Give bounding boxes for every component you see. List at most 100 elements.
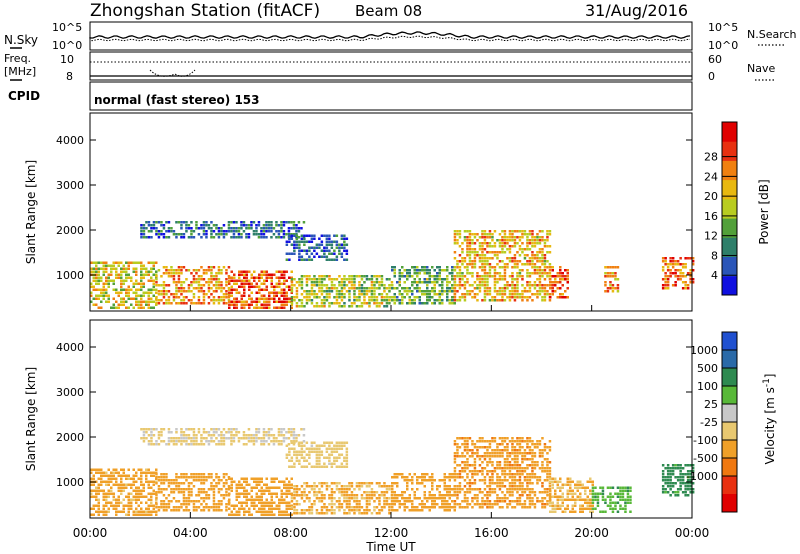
data-cell xyxy=(491,473,494,476)
data-cell xyxy=(564,510,567,513)
data-cell xyxy=(611,272,615,275)
data-cell xyxy=(355,497,359,500)
data-cell xyxy=(187,488,191,491)
data-cell xyxy=(624,504,627,507)
data-cell xyxy=(240,303,243,306)
data-cell xyxy=(385,488,389,491)
data-cell xyxy=(538,284,542,287)
data-cell xyxy=(345,258,349,261)
data-cell xyxy=(323,299,326,302)
data-cell xyxy=(606,495,610,498)
data-cell xyxy=(543,257,547,260)
data-cell xyxy=(252,440,256,443)
data-cell xyxy=(200,227,203,230)
data-cell xyxy=(217,479,221,482)
data-cell xyxy=(273,492,276,495)
data-cell xyxy=(476,272,479,275)
data-cell xyxy=(290,428,293,431)
data-cell xyxy=(280,431,283,434)
data-cell xyxy=(584,489,587,492)
data-cell xyxy=(418,503,421,506)
data-cell xyxy=(661,491,665,494)
data-cell xyxy=(310,465,314,468)
data-cell xyxy=(187,290,191,293)
data-cell xyxy=(533,494,537,497)
data-cell xyxy=(483,248,487,251)
data-cell xyxy=(315,296,319,299)
data-cell xyxy=(604,266,607,269)
data-cell xyxy=(609,287,612,290)
data-cell xyxy=(227,287,231,290)
data-cell xyxy=(145,236,148,239)
data-cell xyxy=(554,495,557,498)
data-cell xyxy=(293,243,296,246)
data-cell xyxy=(142,227,146,230)
data-cell xyxy=(187,500,191,503)
data-cell xyxy=(378,512,381,515)
data-cell xyxy=(263,510,266,513)
data-cell xyxy=(328,252,331,255)
data-cell xyxy=(127,294,130,297)
data-cell xyxy=(503,467,507,470)
data-cell xyxy=(333,258,336,261)
data-cell xyxy=(513,464,517,467)
data-cell xyxy=(343,278,346,281)
data-cell xyxy=(546,476,549,479)
data-cell xyxy=(167,440,171,443)
data-cell xyxy=(576,495,579,498)
data-cell xyxy=(220,287,223,290)
y-tick-label: 3000 xyxy=(56,386,84,399)
data-cell xyxy=(305,453,309,456)
data-cell xyxy=(202,476,206,479)
data-cell xyxy=(275,236,278,239)
data-cell xyxy=(416,296,419,299)
data-cell xyxy=(248,297,251,300)
data-cell xyxy=(285,243,289,246)
data-cell xyxy=(614,504,617,507)
data-cell xyxy=(290,291,293,294)
data-cell xyxy=(100,306,103,309)
data-cell xyxy=(546,503,549,506)
data-cell xyxy=(383,305,386,308)
data-cell xyxy=(285,507,288,510)
data-cell xyxy=(195,437,198,440)
data-cell xyxy=(305,258,309,261)
data-cell xyxy=(513,299,517,302)
data-cell xyxy=(202,230,206,233)
data-cell xyxy=(579,510,582,513)
data-cell xyxy=(255,428,258,431)
data-cell xyxy=(691,281,695,284)
data-cell xyxy=(318,296,321,299)
noise-right-tick-top: 10^5 xyxy=(708,21,738,34)
data-cell xyxy=(348,299,351,302)
data-cell xyxy=(270,285,273,288)
data-cell xyxy=(172,509,176,512)
data-cell xyxy=(300,293,304,296)
data-cell xyxy=(516,236,519,239)
data-cell xyxy=(167,284,171,287)
data-cell xyxy=(456,290,459,293)
data-cell xyxy=(157,284,161,287)
data-cell xyxy=(147,279,150,282)
data-cell xyxy=(466,464,469,467)
data-cell xyxy=(476,503,479,506)
data-cell xyxy=(150,504,153,507)
data-cell xyxy=(288,453,291,456)
data-cell xyxy=(142,431,146,434)
data-cell xyxy=(288,465,291,468)
data-cell xyxy=(160,221,163,224)
data-cell xyxy=(112,288,115,291)
data-cell xyxy=(438,299,441,302)
data-cell xyxy=(463,287,467,290)
data-cell xyxy=(212,497,216,500)
data-cell xyxy=(303,491,306,494)
data-cell xyxy=(531,263,534,266)
data-cell xyxy=(473,251,477,254)
data-cell xyxy=(155,261,158,264)
data-cell xyxy=(546,488,549,491)
data-cell xyxy=(343,234,346,237)
data-cell xyxy=(95,297,98,300)
data-cell xyxy=(365,278,369,281)
data-cell xyxy=(308,278,311,281)
data-cell xyxy=(591,483,594,486)
